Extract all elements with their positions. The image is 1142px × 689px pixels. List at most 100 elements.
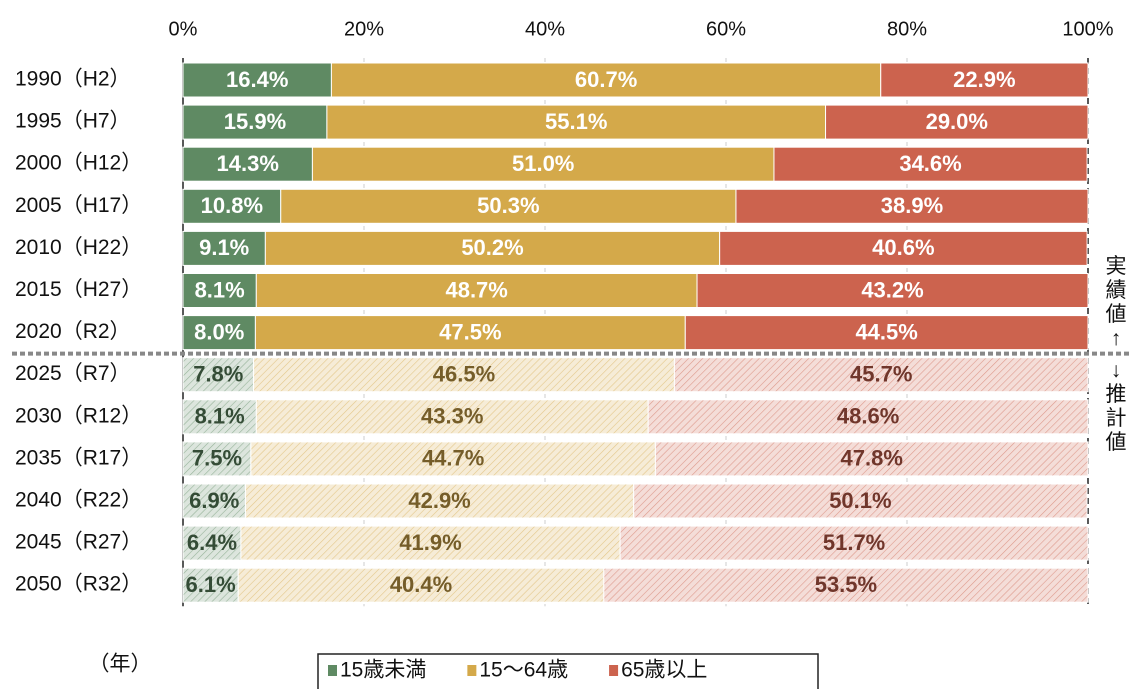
legend-swatch	[467, 665, 477, 676]
bar-segment	[182, 62, 332, 98]
legend-label: 15歳未満	[340, 659, 426, 682]
bar-segment	[311, 146, 775, 182]
value-label: 51.7%	[823, 530, 885, 555]
category-label: 2050（R32）	[15, 573, 142, 596]
bar-segment	[280, 188, 737, 224]
bar-segment	[182, 146, 313, 182]
value-label: 40.4%	[390, 572, 452, 597]
bar-segment	[773, 146, 1088, 182]
bar-segment	[633, 483, 1088, 519]
category-label: 2040（R22）	[15, 489, 142, 512]
bar-segment	[654, 441, 1089, 477]
x-tick-label: 40%	[525, 18, 565, 40]
value-label: 10.8%	[201, 193, 263, 218]
annotation-char: 値	[1106, 303, 1127, 326]
value-label: 8.1%	[195, 404, 245, 429]
value-label: 45.7%	[850, 362, 912, 387]
value-label: 46.5%	[433, 362, 495, 387]
category-label: 2025（R7）	[15, 362, 131, 385]
value-label: 34.6%	[899, 151, 961, 176]
value-label: 50.3%	[477, 193, 539, 218]
category-label: 2015（H27）	[15, 278, 142, 301]
legend-label: 15～64歳	[479, 659, 568, 682]
category-label: 2035（R17）	[15, 446, 142, 469]
value-label: 40.6%	[872, 235, 934, 260]
y-axis-label: （年）	[89, 653, 152, 676]
value-label: 50.2%	[461, 235, 523, 260]
bar-segment	[182, 399, 257, 435]
bar-segment	[880, 62, 1089, 98]
bar-segment	[255, 273, 698, 308]
annotation-char: 実	[1106, 255, 1127, 278]
value-label: 53.5%	[815, 572, 877, 597]
value-label: 44.7%	[422, 446, 484, 471]
value-label: 16.4%	[226, 67, 288, 92]
value-label: 15.9%	[224, 109, 286, 134]
value-label: 42.9%	[408, 488, 470, 513]
value-label: 43.2%	[861, 277, 923, 302]
legend-box	[317, 653, 819, 689]
annotation-char: ↓	[1111, 359, 1122, 382]
bar-segment	[182, 441, 252, 477]
value-label: 47.8%	[841, 446, 903, 471]
category-label: 2020（R2）	[15, 320, 131, 343]
value-label: 44.5%	[855, 319, 917, 344]
bar-segment	[825, 104, 1089, 140]
bar-segment	[619, 525, 1089, 561]
category-label: 2005（H17）	[15, 194, 142, 217]
bar-segment	[182, 357, 255, 393]
value-label: 8.1%	[195, 277, 245, 302]
value-label: 43.3%	[421, 404, 483, 429]
bar-segment	[254, 315, 686, 351]
bar-segment	[719, 230, 1088, 266]
category-label: 2010（H22）	[15, 236, 142, 259]
bar-segment	[182, 273, 257, 308]
bar-segment	[684, 315, 1089, 351]
category-label: 2030（R12）	[15, 404, 142, 427]
x-tick-label: 80%	[887, 18, 927, 40]
value-label: 14.3%	[217, 151, 279, 176]
value-label: 55.1%	[545, 109, 607, 134]
bar-segment	[182, 525, 242, 561]
value-label: 47.5%	[439, 319, 501, 344]
bar-segment	[647, 399, 1089, 435]
bar-segment	[603, 567, 1089, 603]
value-label: 29.0%	[926, 109, 988, 134]
bar-segment	[326, 104, 827, 140]
category-label: 1990（H2）	[15, 68, 131, 91]
value-label: 50.1%	[829, 488, 891, 513]
value-label: 22.9%	[953, 67, 1015, 92]
bar-segment	[255, 399, 649, 435]
value-label: 41.9%	[399, 530, 461, 555]
value-label: 6.1%	[186, 572, 236, 597]
annotation-char: 計	[1106, 407, 1127, 430]
bar-segment	[182, 104, 328, 140]
annotation-char: ↑	[1111, 327, 1122, 350]
legend-swatch	[328, 665, 337, 676]
value-label: 7.5%	[192, 446, 242, 471]
bar-segment	[182, 483, 246, 519]
value-label: 60.7%	[575, 67, 637, 92]
x-tick-label: 0%	[169, 18, 198, 40]
category-label: 1995（H7）	[15, 110, 131, 133]
value-label: 8.0%	[194, 319, 244, 344]
bar-segment	[735, 188, 1089, 224]
legend-swatch	[609, 665, 619, 676]
value-label: 6.9%	[189, 488, 239, 513]
x-tick-label: 100%	[1062, 18, 1113, 40]
legend-label: 65歳以上	[621, 659, 707, 682]
value-label: 9.1%	[199, 235, 249, 260]
bar-segment	[182, 188, 282, 224]
annotation-char: 推	[1106, 383, 1127, 406]
bar-segment	[264, 230, 721, 266]
category-label: 2000（H12）	[15, 152, 142, 175]
bar-segment	[250, 441, 656, 477]
bar-segment	[696, 273, 1089, 308]
x-tick-label: 60%	[706, 18, 746, 40]
annotation-char: 績	[1106, 279, 1127, 302]
value-label: 51.0%	[512, 151, 574, 176]
bar-segment	[182, 230, 266, 266]
x-tick-label: 20%	[344, 18, 384, 40]
value-label: 48.6%	[837, 404, 899, 429]
